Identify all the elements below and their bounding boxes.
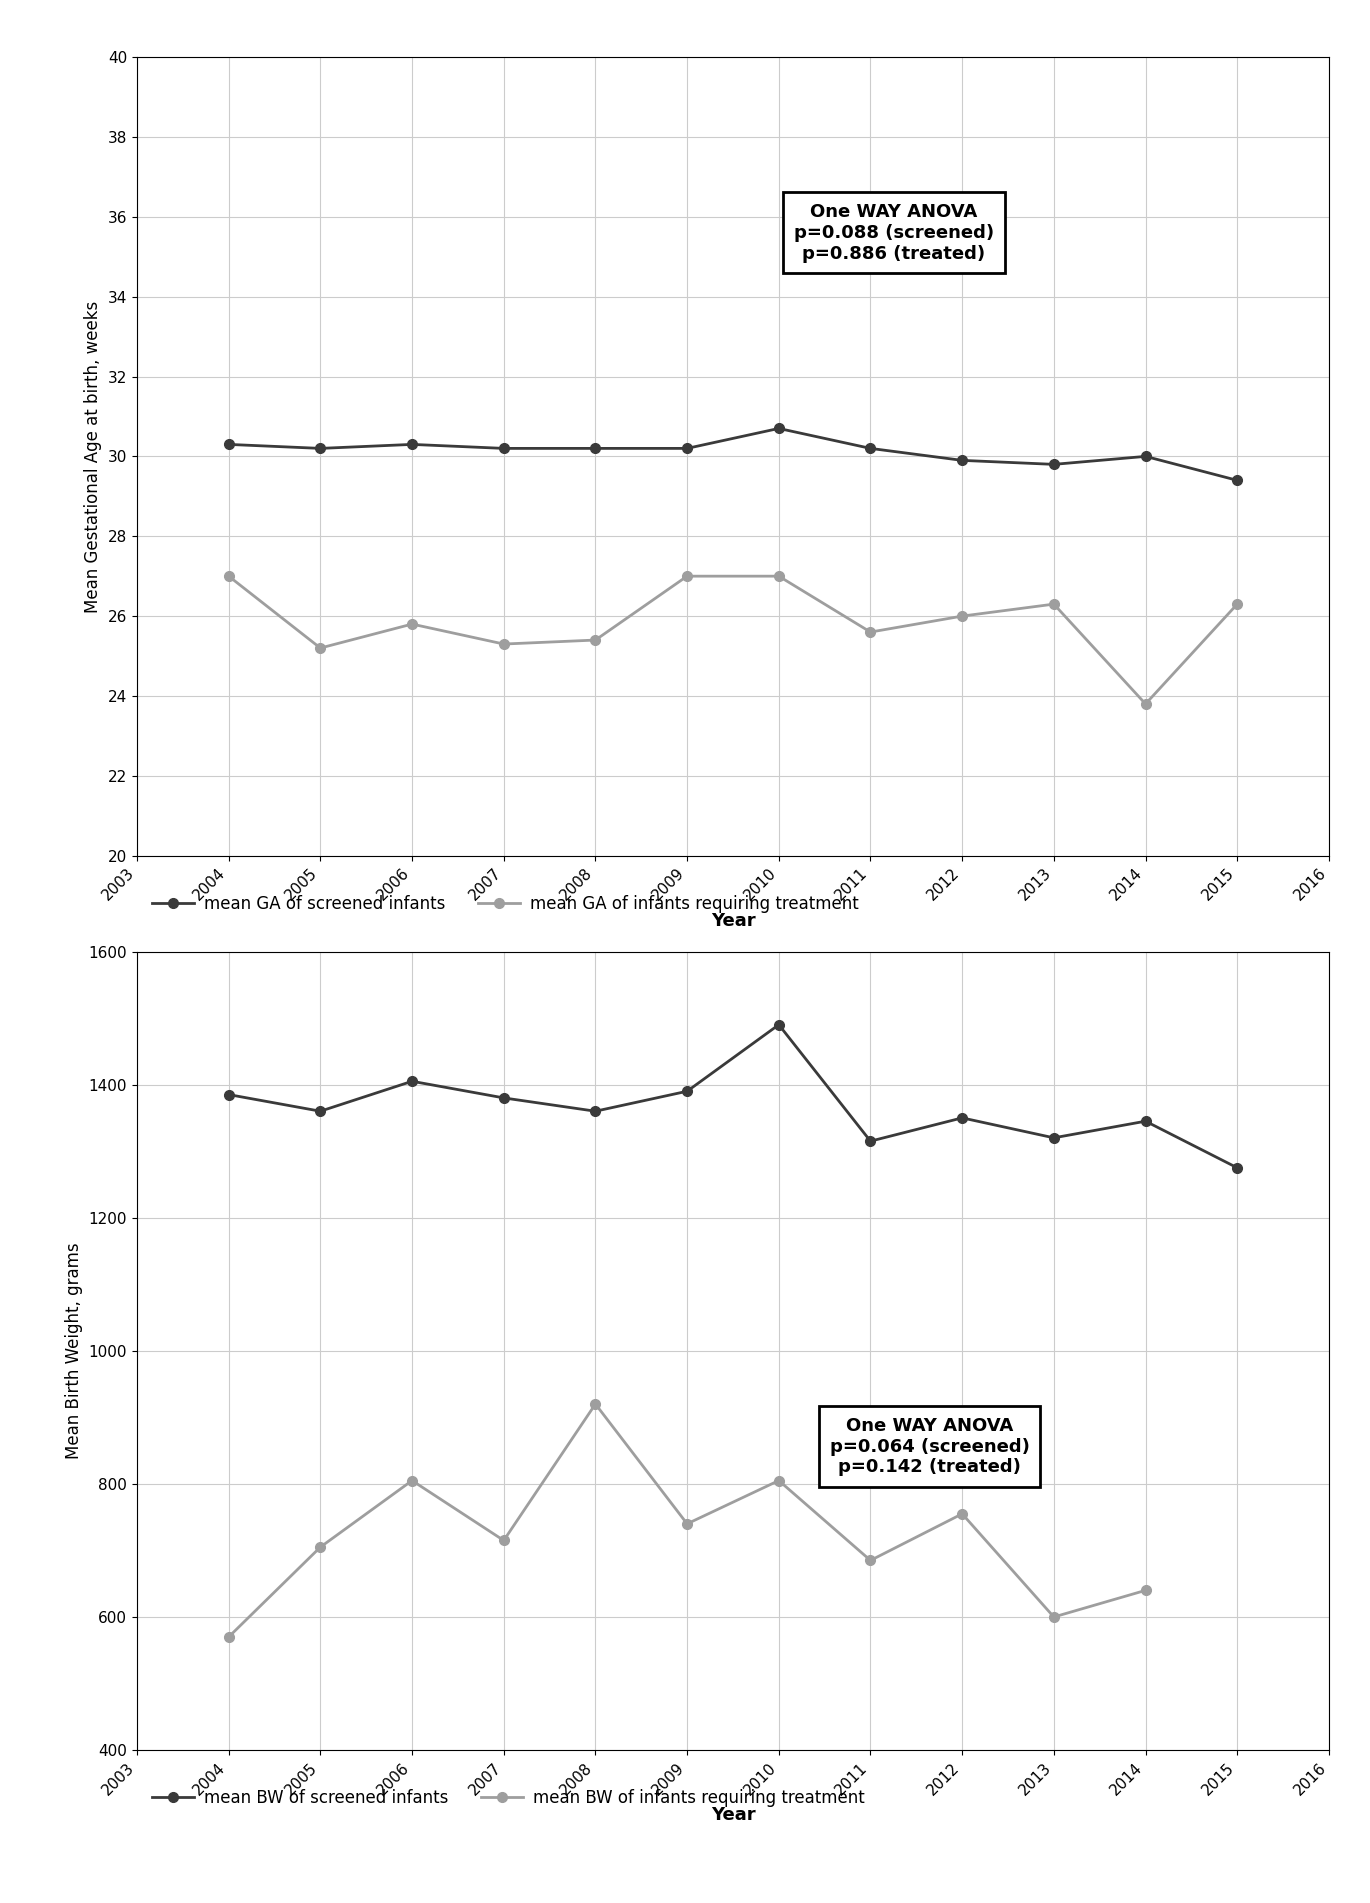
Y-axis label: Mean Birth Weight, grams: Mean Birth Weight, grams bbox=[66, 1243, 84, 1460]
Text: One WAY ANOVA
p=0.088 (screened)
p=0.886 (treated): One WAY ANOVA p=0.088 (screened) p=0.886… bbox=[793, 204, 993, 263]
X-axis label: Year: Year bbox=[711, 1806, 755, 1825]
X-axis label: Year: Year bbox=[711, 912, 755, 931]
Y-axis label: Mean Gestational Age at birth, weeks: Mean Gestational Age at birth, weeks bbox=[84, 301, 103, 613]
Legend: mean BW of screened infants, mean BW of infants requiring treatment: mean BW of screened infants, mean BW of … bbox=[145, 1783, 871, 1814]
Text: One WAY ANOVA
p=0.064 (screened)
p=0.142 (treated): One WAY ANOVA p=0.064 (screened) p=0.142… bbox=[830, 1418, 1029, 1477]
Legend: mean GA of screened infants, mean GA of infants requiring treatment: mean GA of screened infants, mean GA of … bbox=[145, 889, 866, 919]
